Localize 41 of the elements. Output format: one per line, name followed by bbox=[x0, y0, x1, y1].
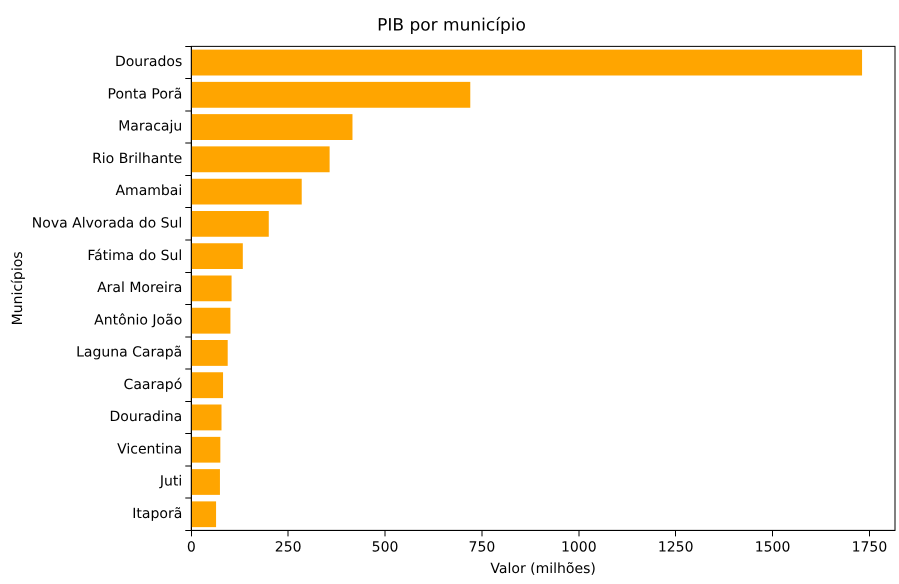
bar bbox=[192, 243, 243, 270]
bar bbox=[192, 114, 352, 140]
bar bbox=[192, 469, 220, 495]
bar bbox=[192, 210, 269, 237]
bar bbox=[192, 82, 470, 108]
bar bbox=[192, 146, 330, 172]
y-tick-label: Ponta Porã bbox=[108, 86, 182, 102]
y-tick-label: Laguna Carapã bbox=[76, 344, 182, 361]
x-axis-title: Valor (milhões) bbox=[490, 561, 596, 578]
x-tick-label: 250 bbox=[274, 539, 302, 556]
y-tick-label: Aral Moreira bbox=[97, 280, 182, 296]
bar bbox=[192, 436, 220, 463]
bar bbox=[192, 275, 232, 302]
y-axis-title: Municípios bbox=[10, 251, 26, 326]
y-tick-label: Fátima do Sul bbox=[87, 248, 182, 264]
y-tick-label: Dourados bbox=[114, 54, 182, 70]
x-tick-label: 1000 bbox=[560, 539, 597, 556]
x-tick-label: 500 bbox=[372, 539, 398, 556]
x-tick-label: 1750 bbox=[852, 539, 888, 556]
y-tick-label: Rio Brilhante bbox=[92, 150, 182, 167]
bar bbox=[192, 372, 224, 398]
bar bbox=[192, 308, 230, 334]
y-tick-label: Caarapó bbox=[124, 376, 182, 393]
y-tick-label: Nova Alvorada do Sul bbox=[32, 216, 182, 232]
y-tick-label: Douradina bbox=[109, 409, 182, 426]
x-tick-label: 1250 bbox=[658, 539, 694, 556]
x-tick-label: 0 bbox=[186, 539, 196, 556]
bar bbox=[192, 404, 222, 430]
y-tick-label: Amambai bbox=[115, 183, 182, 200]
y-tick-label: Juti bbox=[158, 474, 182, 490]
bar bbox=[192, 50, 862, 76]
x-tick-label: 1500 bbox=[754, 539, 790, 556]
y-tick-label: Vicentina bbox=[117, 441, 182, 458]
x-tick-label: 750 bbox=[468, 539, 496, 556]
y-tick-label: Itaporã bbox=[132, 506, 182, 522]
y-tick-label: Maracaju bbox=[118, 118, 182, 135]
bar bbox=[192, 340, 228, 366]
y-tick-label: Antônio João bbox=[94, 312, 182, 328]
chart-title: PIB por município bbox=[377, 16, 526, 36]
bar bbox=[192, 178, 302, 205]
bar bbox=[192, 501, 216, 528]
